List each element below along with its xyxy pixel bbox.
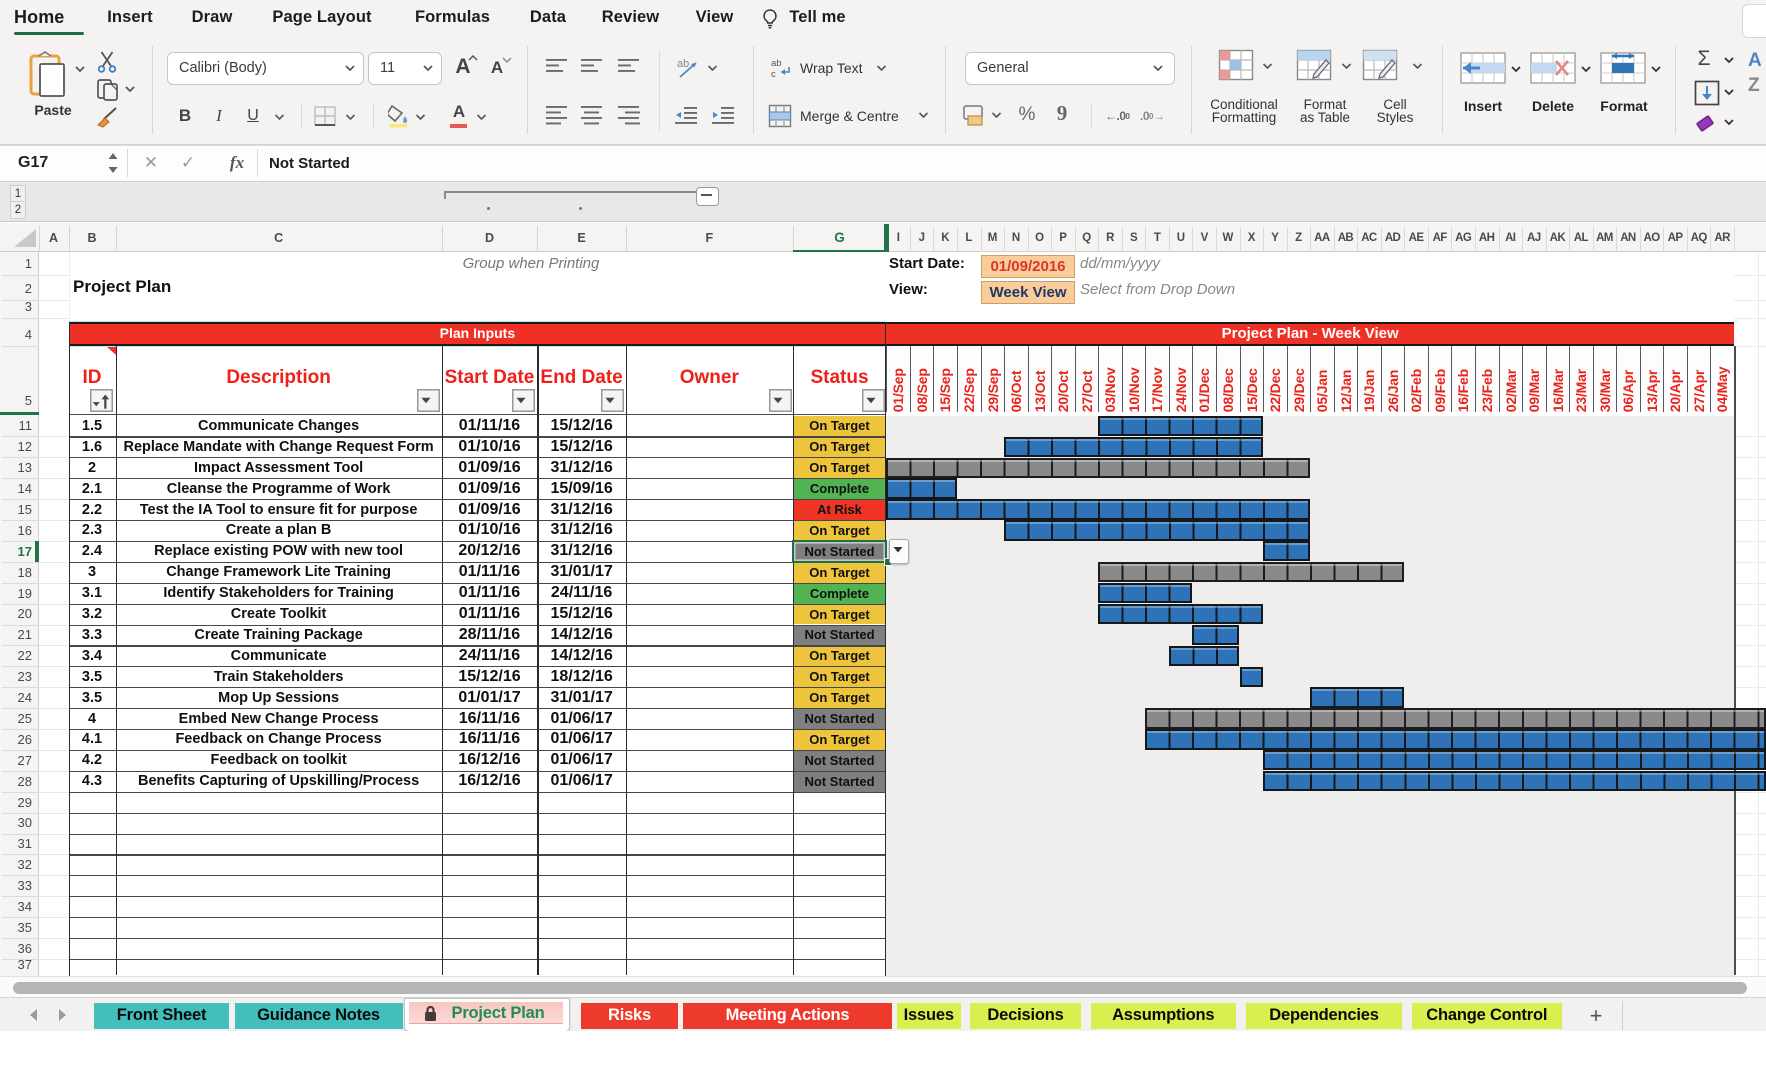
svg-text:c: c bbox=[771, 69, 776, 79]
svg-text:ab: ab bbox=[771, 58, 782, 69]
svg-text:ab: ab bbox=[677, 58, 689, 70]
